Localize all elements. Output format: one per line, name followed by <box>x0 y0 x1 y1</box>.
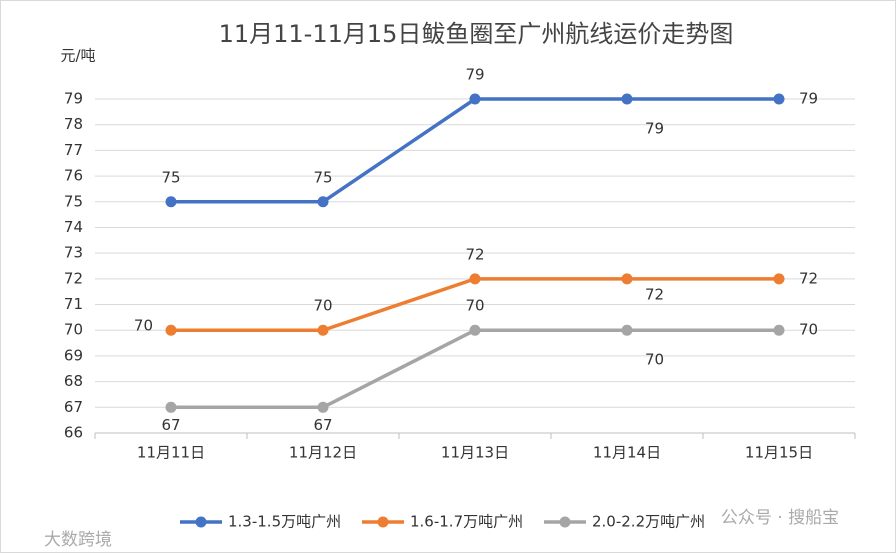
data-label: 70 <box>465 297 484 315</box>
data-point <box>165 324 177 336</box>
data-label: 79 <box>465 66 484 84</box>
data-label: 75 <box>161 168 180 186</box>
y-tick-label: 72 <box>64 269 83 287</box>
data-label: 79 <box>799 90 818 108</box>
data-point <box>773 93 785 105</box>
data-point <box>773 324 785 336</box>
data-label: 70 <box>799 321 818 339</box>
y-tick-label: 68 <box>64 372 83 390</box>
data-label: 75 <box>313 168 332 186</box>
x-tick-label: 11月15日 <box>745 444 813 462</box>
data-label: 67 <box>161 416 180 434</box>
y-tick-label: 67 <box>64 398 83 416</box>
data-label: 79 <box>645 120 664 138</box>
y-axis-label: 元/吨 <box>60 47 95 65</box>
y-tick-label: 79 <box>64 90 83 108</box>
y-tick-label: 74 <box>64 218 83 236</box>
data-point <box>469 93 481 105</box>
y-tick-label: 75 <box>64 192 83 210</box>
data-label: 67 <box>313 416 332 434</box>
y-tick-label: 76 <box>64 167 83 185</box>
data-point <box>469 324 481 336</box>
legend-label: 1.3-1.5万吨广州 <box>228 513 341 531</box>
y-tick-label: 66 <box>64 424 83 442</box>
legend-swatch <box>559 516 571 528</box>
legend-swatch <box>195 516 207 528</box>
y-tick-label: 69 <box>64 346 83 364</box>
data-point <box>317 324 329 336</box>
legend-label: 2.0-2.2万吨广州 <box>592 513 705 531</box>
x-tick-label: 11月11日 <box>137 444 205 462</box>
data-point <box>773 273 785 285</box>
data-label: 72 <box>465 245 484 263</box>
y-tick-label: 71 <box>64 295 83 313</box>
y-tick-label: 78 <box>64 115 83 133</box>
chart-title: 11月11-11月15日鲅鱼圈至广州航线运价走势图 <box>219 20 734 48</box>
y-tick-label: 73 <box>64 244 83 262</box>
data-label: 70 <box>313 297 332 315</box>
data-point <box>165 196 177 208</box>
watermark: 大数跨境 <box>44 530 112 550</box>
legend-swatch <box>377 516 389 528</box>
watermark: 公众号 · 搜船宝 <box>721 508 839 528</box>
legend-label: 1.6-1.7万吨广州 <box>410 513 523 531</box>
data-point <box>317 196 329 208</box>
x-tick-label: 11月13日 <box>441 444 509 462</box>
data-point <box>165 401 177 413</box>
data-point <box>621 273 633 285</box>
y-tick-label: 70 <box>64 321 83 339</box>
x-tick-label: 11月14日 <box>593 444 661 462</box>
y-tick-label: 77 <box>64 141 83 159</box>
data-label: 70 <box>134 317 153 335</box>
data-label: 72 <box>799 269 818 287</box>
data-label: 70 <box>645 351 664 369</box>
data-point <box>469 273 481 285</box>
data-point <box>621 324 633 336</box>
x-tick-label: 11月12日 <box>289 444 357 462</box>
data-point <box>317 401 329 413</box>
data-label: 72 <box>645 285 664 303</box>
data-point <box>621 93 633 105</box>
